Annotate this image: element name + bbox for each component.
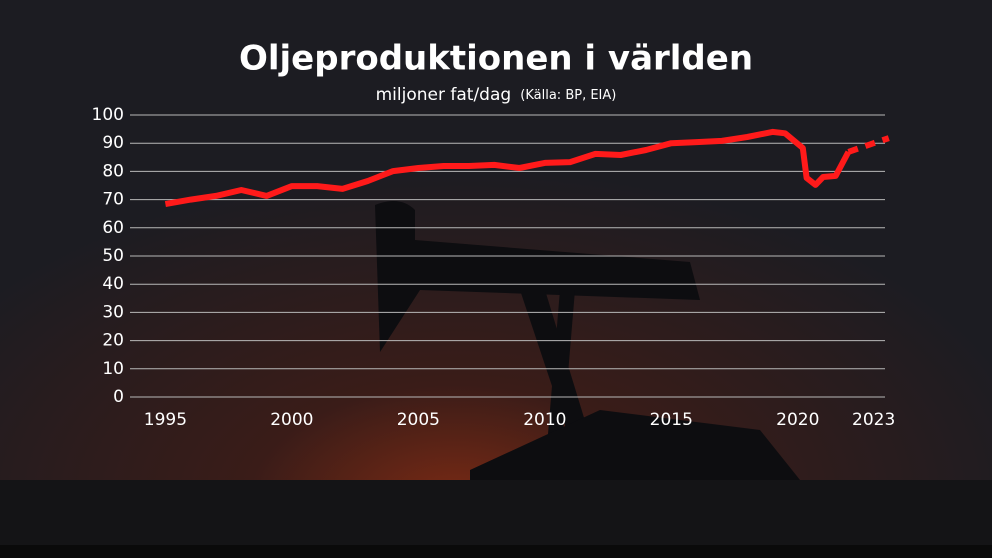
data-line	[847, 135, 890, 155]
data-line	[164, 128, 852, 208]
y-tick-label: 0	[113, 387, 124, 407]
ground	[0, 480, 992, 545]
x-tick-label: 2005	[397, 410, 440, 430]
y-tick-label: 60	[102, 218, 124, 238]
x-tick-label: 2023	[852, 410, 895, 430]
x-tick-label: 2000	[270, 410, 313, 430]
chart-subtitle: miljoner fat/dag (Källa: BP, EIA)	[376, 85, 617, 106]
subtitle: miljoner fat/dag	[376, 85, 512, 105]
y-tick-label: 20	[102, 331, 124, 351]
y-tick-label: 70	[102, 190, 124, 210]
bottom-bar	[0, 545, 992, 558]
y-tick-label: 90	[102, 133, 124, 153]
chart-title: Oljeproduktionen i världen	[239, 39, 753, 79]
x-tick-label: 2010	[523, 410, 566, 430]
y-tick-label: 30	[102, 302, 124, 322]
y-tick-label: 80	[102, 161, 124, 181]
y-tick-label: 50	[102, 246, 124, 266]
x-tick-label: 2015	[650, 410, 693, 430]
y-tick-label: 100	[92, 105, 124, 125]
pumpjack	[375, 201, 800, 480]
source: (Källa: BP, EIA)	[520, 88, 616, 103]
x-tick-label: 2020	[776, 410, 819, 430]
y-tick-label: 40	[102, 274, 124, 294]
y-tick-label: 10	[102, 359, 124, 379]
x-tick-label: 1995	[144, 410, 187, 430]
